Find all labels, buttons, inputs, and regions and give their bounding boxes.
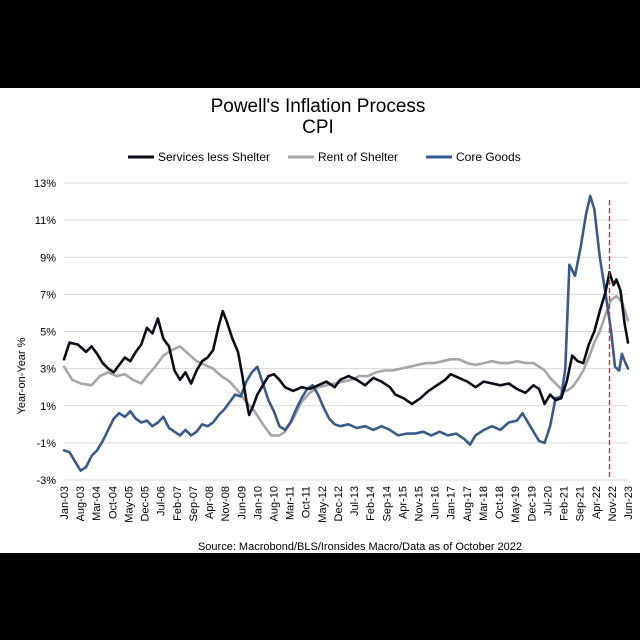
x-tick-label: Jan-10 bbox=[252, 486, 264, 520]
x-tick-label: Aug-17 bbox=[462, 486, 474, 521]
grid-lines bbox=[64, 182, 628, 481]
x-tick-label: Jan-03 bbox=[59, 486, 71, 520]
x-tick-label: Dec-05 bbox=[140, 486, 152, 521]
series-line-2 bbox=[62, 194, 630, 472]
legend: Services less Shelter Rent of Shelter Core… bbox=[128, 150, 521, 164]
x-tick-label: Mar-11 bbox=[285, 486, 297, 520]
x-tick-label: Oct-04 bbox=[107, 486, 119, 519]
y-tick-label: 7% bbox=[40, 289, 56, 301]
x-tick-label: Feb-21 bbox=[559, 486, 571, 521]
x-tick-label: Jul-20 bbox=[542, 486, 554, 516]
x-tick-label: Sep-21 bbox=[575, 486, 587, 521]
chart-title: Powell's Inflation Process bbox=[211, 96, 426, 117]
legend-label: Rent of Shelter bbox=[318, 150, 398, 164]
series-line-1 bbox=[62, 294, 630, 437]
x-tick-label: Apr-22 bbox=[591, 486, 603, 519]
y-tick-label: 11% bbox=[35, 215, 56, 227]
x-tick-label: Aug-10 bbox=[268, 486, 280, 521]
series-line-0 bbox=[62, 270, 630, 417]
x-tick-label: Dec-19 bbox=[526, 486, 538, 521]
chart-svg: Powell's Inflation Process CPI Services … bbox=[16, 96, 635, 553]
legend-label: Core Goods bbox=[456, 150, 521, 164]
x-tick-label: May-05 bbox=[123, 486, 135, 523]
series-lines bbox=[62, 194, 630, 472]
x-tick-label: Sep-14 bbox=[381, 486, 393, 521]
x-tick-label: Jun-23 bbox=[623, 486, 635, 520]
x-tick-label: Dec-12 bbox=[333, 486, 345, 521]
y-axis: 13% 11% 9% 7% 5% 3% 1% -1% -3% bbox=[34, 178, 56, 487]
x-axis: Jan-03 Aug-03 Mar-04 Oct-04 May-05 Dec-05 Jul-… bbox=[59, 486, 635, 523]
x-tick-label: Nov-08 bbox=[220, 486, 232, 521]
y-tick-label: -3% bbox=[36, 475, 56, 487]
x-tick-label: Apr-08 bbox=[204, 486, 216, 519]
x-tick-label: Oct-18 bbox=[494, 486, 506, 519]
x-tick-label: Mar-04 bbox=[91, 486, 103, 521]
x-tick-label: Nov-15 bbox=[414, 486, 426, 521]
y-axis-title: Year-on-Year % bbox=[16, 337, 28, 414]
x-tick-label: Mar-18 bbox=[478, 486, 490, 521]
y-tick-label: 3% bbox=[40, 364, 56, 376]
y-tick-label: 5% bbox=[40, 327, 56, 339]
x-tick-label: Oct-11 bbox=[301, 486, 313, 518]
legend-label: Services less Shelter bbox=[158, 150, 270, 164]
x-tick-label: Jan-17 bbox=[446, 486, 458, 520]
y-tick-label: 13% bbox=[34, 178, 56, 190]
x-tick-label: Feb-14 bbox=[365, 486, 377, 521]
x-tick-label: Jul-13 bbox=[349, 486, 361, 516]
x-tick-label: May-12 bbox=[317, 486, 329, 523]
x-tick-label: Feb-07 bbox=[172, 486, 184, 521]
y-tick-label: 9% bbox=[40, 252, 56, 264]
y-tick-label: -1% bbox=[36, 438, 56, 450]
x-tick-label: Apr-15 bbox=[397, 486, 409, 519]
x-tick-label: Aug-03 bbox=[75, 486, 87, 521]
chart-panel: Powell's Inflation Process CPI Services … bbox=[0, 88, 640, 553]
x-tick-label: Jun-09 bbox=[236, 486, 248, 520]
x-tick-label: Sep-07 bbox=[188, 486, 200, 521]
y-tick-label: 1% bbox=[40, 401, 56, 413]
x-tick-label: Jun-16 bbox=[430, 486, 442, 520]
x-tick-label: May-19 bbox=[510, 486, 522, 523]
x-tick-label: Nov-22 bbox=[607, 486, 619, 521]
x-tick-label: Jul-06 bbox=[156, 486, 168, 516]
source-note: Source: Macrobond/BLS/Ironsides Macro/Da… bbox=[198, 541, 522, 553]
chart-subtitle: CPI bbox=[302, 117, 334, 138]
